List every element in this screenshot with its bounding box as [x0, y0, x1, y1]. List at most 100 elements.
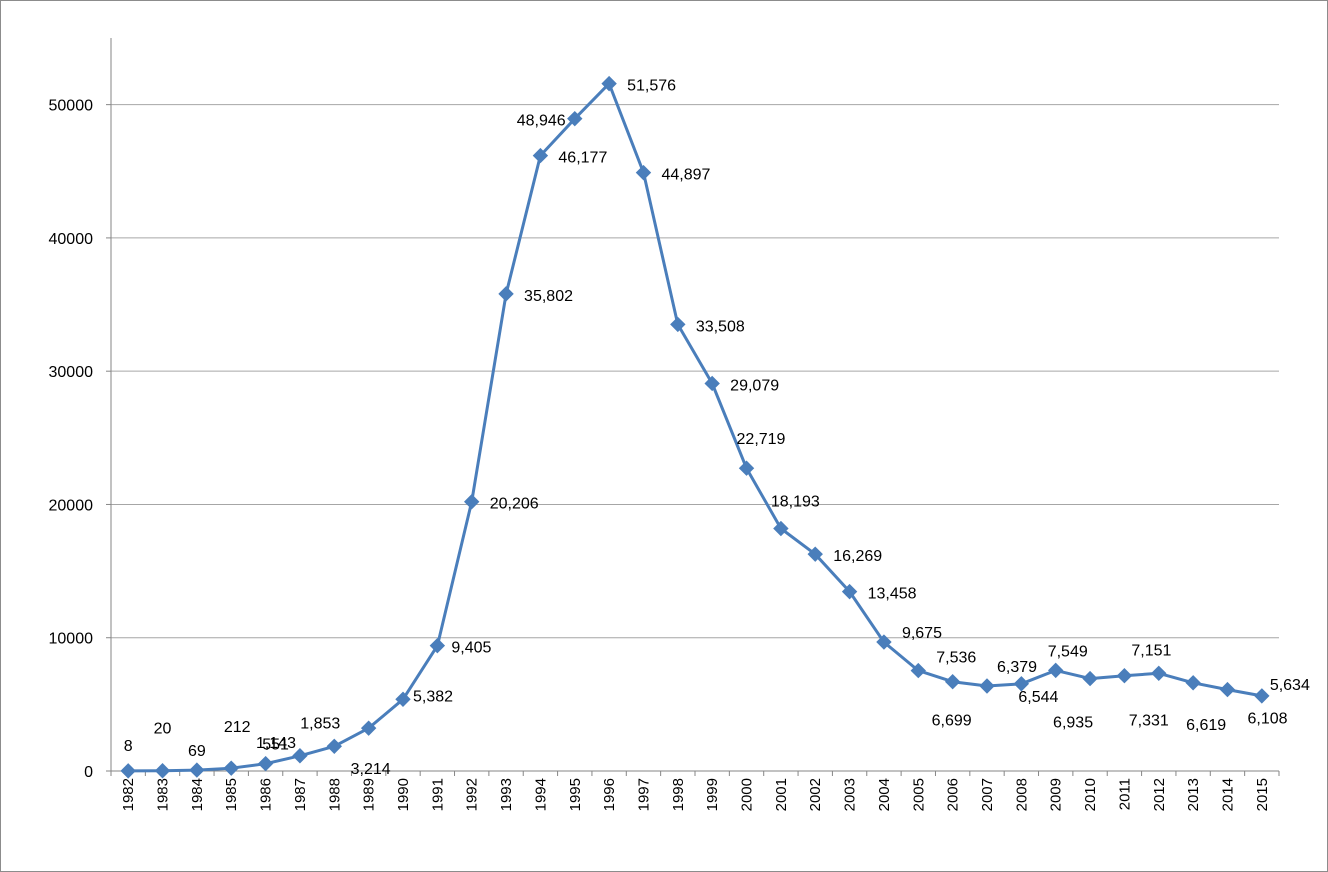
data-label: 16,269: [833, 548, 882, 565]
x-tick-label: 2003: [842, 778, 859, 811]
data-point-marker: [189, 762, 205, 778]
data-label: 9,675: [902, 625, 942, 642]
data-label: 18,193: [771, 494, 820, 511]
gridlines: [111, 104, 1279, 639]
data-point-marker: [1082, 670, 1098, 687]
data-label: 1,143: [256, 735, 296, 752]
y-tick-label: 30000: [49, 364, 94, 381]
data-point-marker: [704, 375, 720, 392]
data-label: 44,897: [661, 167, 710, 184]
x-tick-label: 2007: [979, 778, 996, 811]
x-tick-label: 2011: [1116, 778, 1133, 810]
data-point-marker: [223, 760, 239, 776]
x-tick-label: 1989: [361, 778, 378, 811]
data-point-marker: [120, 763, 136, 779]
series-line-layer: [128, 82, 1263, 773]
y-tick-label: 20000: [49, 497, 94, 514]
x-tick-label: 2010: [1082, 778, 1099, 811]
data-point-marker: [1116, 667, 1133, 684]
data-point-marker: [944, 674, 961, 690]
x-tick-label: 1991: [429, 778, 446, 811]
data-label: 551: [262, 737, 289, 754]
data-point-marker: [532, 147, 549, 164]
data-point-marker: [979, 678, 995, 694]
data-label: 20: [154, 721, 172, 738]
x-tick-label: 1988: [326, 778, 343, 811]
data-point-marker: [360, 720, 377, 736]
data-label: 22,719: [737, 431, 786, 448]
x-tick-label: 1994: [532, 778, 549, 811]
data-point-marker: [395, 691, 411, 707]
data-point-marker: [1254, 688, 1270, 704]
x-tick-label: 2005: [910, 778, 927, 811]
data-label: 29,079: [730, 377, 779, 394]
x-tick-label: 1982: [120, 778, 137, 811]
x-tick-label: 1992: [464, 778, 481, 811]
data-point-marker: [257, 755, 274, 772]
x-tick-label: 2012: [1151, 778, 1168, 811]
data-point-marker: [154, 763, 171, 779]
data-label: 7,151: [1131, 643, 1171, 660]
data-point-marker: [463, 494, 480, 510]
data-point-marker: [635, 164, 652, 181]
data-point-marker: [1151, 665, 1167, 682]
x-tick-label: 2001: [773, 778, 790, 811]
data-label: 69: [188, 743, 206, 760]
x-tick-label: 2014: [1219, 778, 1236, 811]
data-point-marker: [1219, 681, 1236, 698]
data-label: 6,379: [997, 659, 1037, 676]
data-label: 7,549: [1048, 643, 1088, 660]
y-tick-label: 50000: [49, 98, 94, 115]
x-tick-label: 2004: [876, 778, 893, 811]
axes: [106, 38, 1280, 776]
y-tick-label: 40000: [49, 231, 94, 248]
x-tick-label: 1984: [189, 778, 206, 811]
x-tick-label: 1993: [498, 778, 515, 811]
x-tick-label: 1999: [704, 778, 721, 811]
data-label: 35,802: [524, 288, 573, 305]
x-tick-label: 2006: [945, 778, 962, 811]
data-point-marker: [773, 520, 789, 537]
x-tick-label: 1995: [567, 778, 584, 811]
data-label: 5,634: [1270, 677, 1310, 694]
data-label: 8: [124, 738, 133, 755]
data-label: 20,206: [490, 496, 539, 513]
x-tick-label: 2002: [807, 778, 824, 811]
data-point-marker: [567, 110, 583, 127]
x-tick-label: 1987: [292, 778, 309, 811]
data-point-marker: [1047, 662, 1064, 679]
x-tick-label: 1997: [635, 778, 652, 811]
data-label: 9,405: [451, 640, 491, 657]
x-tick-label: 1996: [601, 778, 618, 811]
data-label: 7,331: [1129, 712, 1169, 729]
series-line: [128, 82, 1263, 773]
data-label: 1,853: [300, 715, 340, 732]
x-tick-label: 2015: [1254, 778, 1271, 811]
data-label: 48,946: [517, 113, 566, 130]
x-tick-label: 1998: [670, 778, 687, 811]
data-point-marker: [326, 738, 343, 755]
data-point-marker: [292, 748, 308, 764]
data-label: 13,458: [868, 586, 917, 603]
data-label: 5,382: [413, 688, 453, 705]
data-point-marker: [738, 460, 755, 476]
x-tick-label: 1990: [395, 778, 412, 811]
data-label: 212: [224, 719, 251, 736]
data-point-marker: [910, 662, 927, 679]
y-axis-ticks: 0 10000 20000 30000 40000 50000: [49, 98, 94, 781]
data-label: 6,935: [1053, 715, 1093, 732]
data-label: 33,508: [696, 318, 745, 335]
data-point-marker: [429, 637, 446, 654]
x-tick-label: 2000: [739, 778, 756, 811]
data-point-marker: [601, 75, 617, 92]
x-tick-label: 2008: [1013, 778, 1030, 811]
data-markers: [120, 75, 1270, 779]
data-point-marker: [876, 634, 892, 650]
data-point-marker: [807, 546, 823, 562]
x-tick-label: 1983: [155, 778, 172, 811]
data-label: 3,214: [351, 761, 391, 778]
data-point-marker: [1013, 676, 1030, 692]
